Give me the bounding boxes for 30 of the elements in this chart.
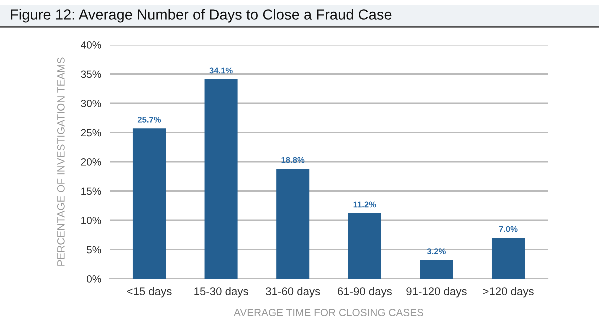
data-label: 11.2% bbox=[354, 202, 376, 208]
data-label: 3.2% bbox=[427, 248, 446, 254]
y-tick-label: 15% bbox=[82, 188, 102, 196]
x-tick-label: <15 days bbox=[127, 287, 172, 298]
y-tick-label: 0% bbox=[87, 276, 102, 283]
data-label: 7.0% bbox=[499, 226, 518, 232]
bar bbox=[204, 80, 238, 279]
data-label: 34.1% bbox=[210, 68, 233, 74]
x-tick-label: 31-60 days bbox=[266, 287, 320, 298]
data-label: 18.8% bbox=[282, 157, 305, 164]
bar bbox=[348, 213, 382, 279]
bar bbox=[420, 260, 454, 279]
bar bbox=[492, 238, 526, 279]
y-tick-label: 30% bbox=[81, 100, 102, 108]
y-tick-label: 5% bbox=[87, 246, 102, 254]
chart-title: Figure 12: Average Number of Days to Close a Fraud Case bbox=[11, 9, 392, 23]
x-tick-label: 91-120 days bbox=[406, 287, 467, 298]
y-tick-label: 10% bbox=[82, 217, 102, 224]
y-tick-label: 25% bbox=[81, 129, 102, 137]
y-tick-label: 35% bbox=[81, 70, 102, 78]
x-tick-label: 15-30 days bbox=[194, 287, 248, 298]
y-axis-title: PERCENTAGE OF INVESTIGATION TEAMS bbox=[57, 58, 65, 266]
x-tick-label: 61-90 days bbox=[338, 287, 392, 298]
bar bbox=[132, 128, 166, 279]
data-label: 25.7% bbox=[138, 116, 162, 123]
x-axis-title: AVERAGE TIME FOR CLOSING CASES bbox=[234, 309, 424, 316]
y-tick-label: 20% bbox=[81, 158, 102, 166]
x-tick-label: >120 days bbox=[483, 287, 534, 298]
y-tick-label: 40% bbox=[81, 42, 102, 49]
bar bbox=[276, 169, 310, 279]
